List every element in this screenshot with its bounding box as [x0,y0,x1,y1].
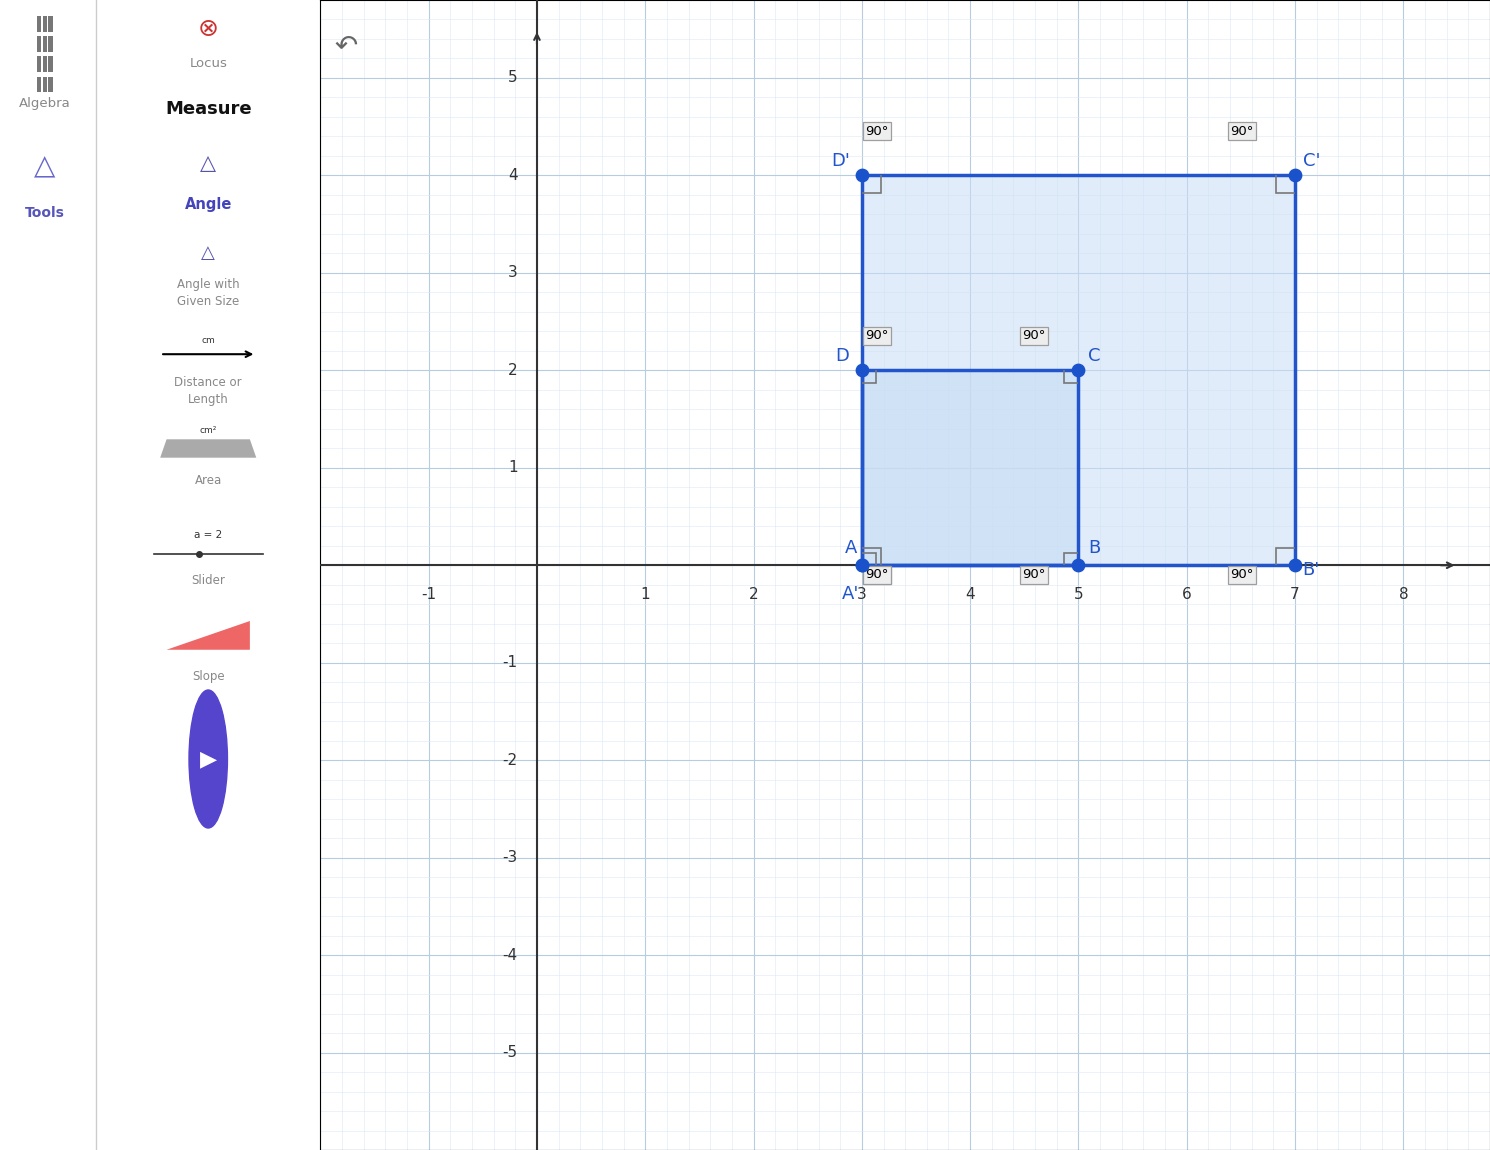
Text: B: B [1089,538,1101,557]
Text: B': B' [1302,561,1320,580]
FancyBboxPatch shape [37,77,42,92]
Point [1067,557,1091,575]
Text: -2: -2 [502,752,517,768]
Text: 3: 3 [857,586,867,601]
FancyBboxPatch shape [48,16,52,31]
Text: 2: 2 [508,363,517,378]
Text: 2: 2 [749,586,758,601]
Text: △: △ [201,244,215,262]
Text: -1: -1 [422,586,437,601]
FancyBboxPatch shape [48,56,52,72]
Text: D: D [836,346,849,365]
Polygon shape [161,439,256,458]
Text: 1: 1 [508,460,517,475]
Text: 4: 4 [966,586,974,601]
Text: C': C' [1302,152,1320,170]
Text: Slider: Slider [191,574,225,588]
Point [849,361,873,380]
Text: 1: 1 [641,586,650,601]
Point [849,167,873,185]
Text: 5: 5 [508,70,517,85]
Text: -1: -1 [502,656,517,670]
FancyBboxPatch shape [43,16,48,31]
Polygon shape [861,176,1295,566]
Text: 90°: 90° [866,124,888,138]
Text: 7: 7 [1290,586,1299,601]
Text: C: C [1089,346,1101,365]
Text: △: △ [200,153,216,174]
Text: cm: cm [201,336,215,345]
Text: -4: -4 [502,948,517,963]
Text: Locus: Locus [189,56,226,70]
Text: Angle with
Given Size: Angle with Given Size [177,278,240,308]
Text: Tools: Tools [25,206,64,220]
Text: 90°: 90° [866,329,888,343]
Text: A': A' [842,585,860,604]
Text: Measure: Measure [165,100,252,118]
Text: D': D' [831,152,849,170]
Text: 90°: 90° [866,568,888,581]
Text: 90°: 90° [1022,329,1046,343]
Text: Angle: Angle [185,197,232,213]
Point [1283,167,1307,185]
Text: a = 2: a = 2 [194,530,222,539]
Polygon shape [861,370,1079,566]
Circle shape [189,690,228,828]
Text: cm²: cm² [200,426,218,435]
Text: 8: 8 [1399,586,1408,601]
Point [1283,557,1307,575]
FancyBboxPatch shape [48,36,52,52]
Point [849,557,873,575]
Text: 5: 5 [1074,586,1083,601]
FancyBboxPatch shape [43,56,48,72]
FancyBboxPatch shape [37,36,42,52]
Text: Distance or
Length: Distance or Length [174,376,241,406]
Text: 90°: 90° [1022,568,1046,581]
Text: 90°: 90° [1231,568,1253,581]
FancyBboxPatch shape [37,16,42,31]
Text: 90°: 90° [1231,124,1253,138]
Text: Slope: Slope [192,669,225,683]
FancyBboxPatch shape [48,77,52,92]
Text: ▶: ▶ [200,749,216,769]
Text: -5: -5 [502,1045,517,1060]
Text: ↶: ↶ [334,32,358,60]
Text: A: A [845,538,857,557]
FancyBboxPatch shape [43,77,48,92]
Text: △: △ [34,153,55,181]
Text: Algebra: Algebra [19,97,70,110]
Polygon shape [167,621,250,650]
Point [1067,361,1091,380]
Text: 4: 4 [508,168,517,183]
Text: 6: 6 [1182,586,1192,601]
Text: 3: 3 [508,266,517,281]
FancyBboxPatch shape [37,56,42,72]
FancyBboxPatch shape [43,36,48,52]
Point [849,557,873,575]
Text: 90°: 90° [866,568,888,581]
Text: Area: Area [195,474,222,488]
Text: -3: -3 [502,850,517,865]
Text: ⊗: ⊗ [198,17,219,40]
